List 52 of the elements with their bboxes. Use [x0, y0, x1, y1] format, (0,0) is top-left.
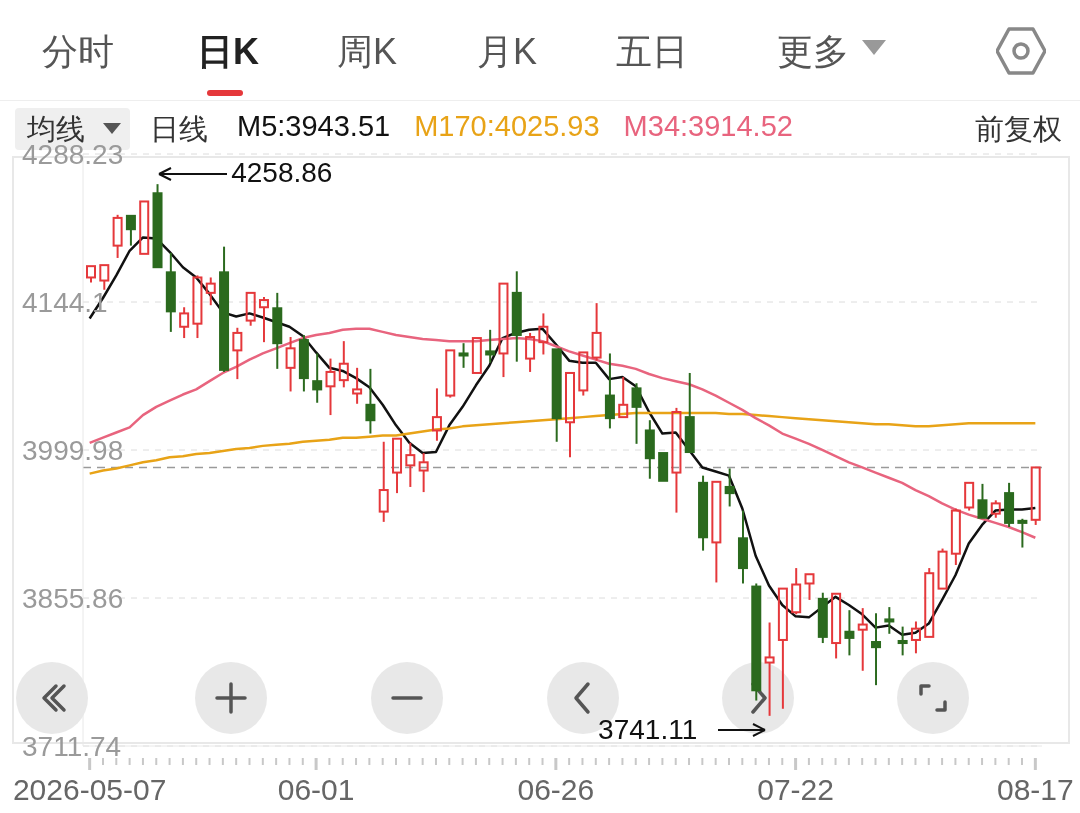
candlestick — [764, 621, 775, 717]
candlestick — [498, 282, 509, 379]
x-tick-label: 06-01 — [277, 773, 355, 806]
candlestick — [618, 376, 629, 419]
candlestick — [658, 452, 669, 482]
candlestick — [86, 265, 96, 284]
candlestick — [844, 609, 855, 657]
text: 五日 — [615, 30, 689, 74]
candlestick — [431, 387, 442, 442]
candlestick — [392, 437, 403, 495]
candlestick — [125, 214, 136, 247]
candlestick — [857, 607, 868, 672]
text: 分时 — [41, 30, 115, 74]
candlestick — [139, 200, 150, 255]
candlestick — [551, 348, 562, 443]
y-tick-label: 3711.74 — [22, 730, 122, 762]
candlestick — [165, 251, 176, 333]
candlestick — [365, 367, 376, 435]
text: 更多 — [776, 30, 850, 74]
candlestick — [578, 351, 589, 397]
annotation: 3741.11 — [598, 713, 698, 746]
candlestick — [964, 481, 975, 512]
x-tick-label: 08-17 — [996, 773, 1074, 806]
text: 日线 — [150, 112, 208, 147]
text: 周K — [336, 30, 398, 74]
x-tick-label: 07-22 — [757, 773, 834, 806]
x-tick-label: 2026-05-07 — [12, 773, 167, 806]
candlestick — [485, 328, 496, 364]
text: 月K — [476, 30, 538, 74]
candlestick — [831, 592, 842, 660]
candlestick — [565, 371, 575, 459]
candlestick — [804, 573, 815, 601]
y-tick-label: 3855.86 — [22, 582, 124, 614]
text: M170:4025.93 — [414, 110, 600, 143]
x-tick-label: 06-26 — [517, 773, 595, 806]
text: M34:3914.52 — [623, 110, 793, 143]
candlestick — [751, 582, 762, 702]
candlestick — [871, 612, 882, 687]
candlestick — [777, 587, 788, 710]
text: 日K — [196, 30, 260, 74]
candlestick — [711, 480, 722, 584]
text: 前复权 — [975, 112, 1062, 147]
candlestick — [684, 371, 695, 454]
candlestick — [272, 291, 283, 370]
candlestick — [511, 270, 522, 363]
candlestick — [737, 509, 748, 585]
annotation: 4258.86 — [231, 157, 333, 190]
candlestick — [977, 482, 988, 519]
candlestick — [312, 352, 323, 404]
text: M5:3943.51 — [237, 110, 391, 143]
candlestick — [471, 337, 482, 374]
y-tick-label: 3999.98 — [22, 434, 124, 466]
